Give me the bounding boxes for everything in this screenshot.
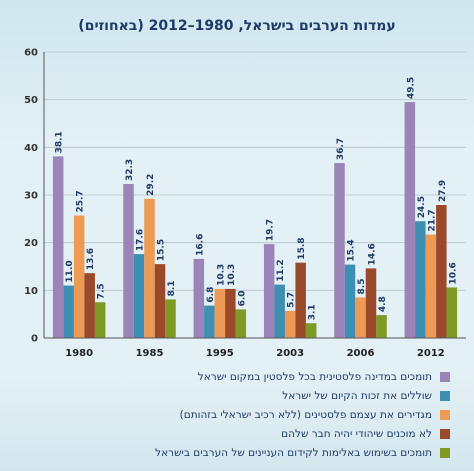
y-tick-label: 50 xyxy=(24,95,38,106)
legend-label: מגדירים את עצמם פלסטינים (ללא רכיב ישראל… xyxy=(179,408,432,421)
data-label: 14.6 xyxy=(368,243,378,265)
gridlines xyxy=(44,51,466,291)
chart-title: עמדות הערבים בישראל, 1980–2012 (באחוזים) xyxy=(78,18,396,34)
bar xyxy=(52,156,64,338)
data-label: 5.7 xyxy=(287,292,297,308)
bar xyxy=(295,262,306,338)
bar xyxy=(425,234,437,338)
data-label: 6.0 xyxy=(237,290,247,306)
data-label: 8.5 xyxy=(357,279,367,295)
x-tick-label: 2006 xyxy=(347,348,375,359)
y-tick-label: 20 xyxy=(24,238,38,249)
legend-swatch xyxy=(440,371,450,382)
bar xyxy=(284,310,296,338)
legend-swatch xyxy=(440,390,450,401)
data-label: 10.3 xyxy=(227,264,237,286)
bar xyxy=(355,297,366,338)
legend-item: תומכים במדינה פלסטינית בכל פלסטין במקום … xyxy=(150,367,450,386)
data-label: 27.9 xyxy=(438,180,448,202)
data-label: 13.6 xyxy=(86,248,96,270)
data-label: 21.7 xyxy=(427,209,437,231)
data-label: 36.7 xyxy=(336,138,346,160)
x-tick-label: 2003 xyxy=(276,348,304,359)
data-label: 7.5 xyxy=(97,283,107,299)
data-label: 10.6 xyxy=(448,262,458,284)
bar xyxy=(193,258,205,338)
data-label: 15.8 xyxy=(297,237,307,259)
bar xyxy=(446,287,458,338)
data-label: 8.1 xyxy=(167,280,177,296)
bar xyxy=(344,264,356,338)
bar xyxy=(84,273,95,338)
bar xyxy=(165,299,176,338)
y-tick-label: 10 xyxy=(24,286,38,297)
bar xyxy=(73,215,85,338)
bar xyxy=(365,268,377,338)
bar xyxy=(436,205,447,338)
legend: תומכים במדינה פלסטינית בכל פלסטין במקום … xyxy=(150,367,450,462)
y-axis-ticks: 0 10 20 30 40 50 60 xyxy=(24,48,38,345)
data-label: 6.8 xyxy=(206,287,216,303)
legend-item: שוללים את זכות הקיום של ישראל xyxy=(150,386,450,405)
data-label: 29.2 xyxy=(146,174,156,196)
x-tick-label: 1995 xyxy=(206,348,234,359)
data-label: 3.1 xyxy=(308,304,318,320)
y-tick-label: 30 xyxy=(24,191,38,202)
x-tick-label: 2012 xyxy=(417,348,445,359)
data-labels: 38.1 11.0 25.7 13.6 7.5 32.3 17.6 29.2 15.5 8.1 16… xyxy=(55,77,459,320)
bar xyxy=(144,198,155,338)
legend-swatch xyxy=(440,447,450,458)
data-label: 19.7 xyxy=(266,219,276,241)
bar xyxy=(94,302,106,338)
legend-label: תומכים במדינה פלסטינית בכל פלסטין במקום … xyxy=(197,370,432,383)
bar xyxy=(63,285,74,338)
data-label: 17.6 xyxy=(136,229,146,251)
y-tick-label: 40 xyxy=(24,143,38,154)
x-tick-label: 1985 xyxy=(136,348,164,359)
bar xyxy=(404,102,416,338)
legend-swatch xyxy=(440,409,450,420)
legend-label: לא מוכנים שיהודי יהיה חבר שלהם xyxy=(281,427,432,440)
bar xyxy=(214,288,226,338)
bars xyxy=(52,102,458,338)
data-label: 4.8 xyxy=(378,296,388,312)
data-label: 15.4 xyxy=(347,239,357,261)
y-tick-label: 0 xyxy=(31,334,38,345)
legend-label: תומכים בשימוש באלימות לקידום העניינים של… xyxy=(155,446,432,459)
data-label: 15.5 xyxy=(157,239,167,261)
data-label: 10.3 xyxy=(216,264,226,286)
bar xyxy=(225,288,236,338)
bar xyxy=(334,163,345,338)
data-label: 11.0 xyxy=(65,260,75,282)
legend-item: מגדירים את עצמם פלסטינים (ללא רכיב ישראל… xyxy=(150,405,450,424)
data-label: 16.6 xyxy=(195,234,205,256)
bar xyxy=(133,254,145,338)
data-label: 49.5 xyxy=(406,77,416,99)
legend-swatch xyxy=(440,428,450,439)
bar xyxy=(204,305,215,338)
bar xyxy=(263,244,275,338)
data-label: 24.5 xyxy=(417,196,427,218)
bar xyxy=(123,184,134,338)
bar xyxy=(415,221,426,338)
data-label: 11.2 xyxy=(276,259,286,281)
legend-item: תומכים בשימוש באלימות לקידום העניינים של… xyxy=(150,443,450,462)
bar xyxy=(154,264,166,338)
data-label: 25.7 xyxy=(76,190,86,212)
data-label: 32.3 xyxy=(125,159,135,181)
bar xyxy=(305,323,317,338)
legend-item: לא מוכנים שיהודי יהיה חבר שלהם xyxy=(150,424,450,443)
bar-chart: 0 10 20 30 40 50 60 38.1 11.0 25.7 13.6 7.5 32.3 17.… xyxy=(24,48,466,359)
x-tick-label: 1980 xyxy=(65,348,93,359)
x-axis-ticks: 1980 1985 1995 2003 2006 2012 xyxy=(65,348,445,359)
bar xyxy=(274,284,285,338)
legend-label: שוללים את זכות הקיום של ישראל xyxy=(282,389,432,402)
y-tick-label: 60 xyxy=(24,48,38,59)
bar xyxy=(376,315,387,338)
bar xyxy=(235,309,247,338)
data-label: 38.1 xyxy=(55,131,65,153)
